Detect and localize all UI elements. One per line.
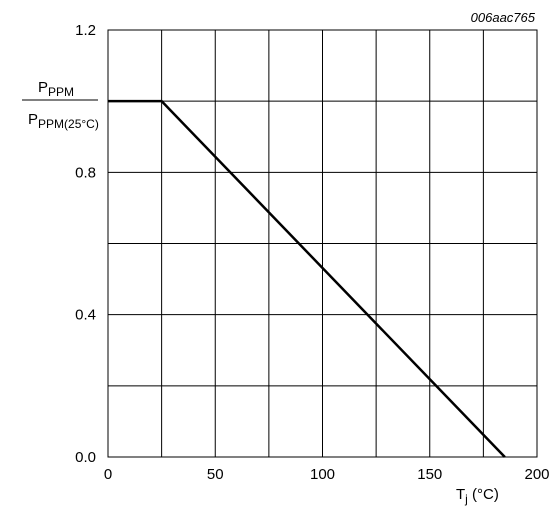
y-axis-label: PPPM PPPM(25°C) [22, 79, 99, 131]
grid [107, 29, 538, 458]
x-tick-label: 100 [310, 466, 335, 483]
y-tick-label: 1.2 [75, 22, 96, 39]
y-tick-labels: 0.0 0.4 0.8 1.2 [75, 22, 96, 466]
y-tick-label: 0.4 [75, 307, 96, 324]
x-tick-label: 200 [524, 466, 549, 483]
x-tick-labels: 0 50 100 150 200 [104, 466, 550, 483]
y-label-numerator: PPPM [38, 79, 74, 99]
y-label-denominator: PPPM(25°C) [28, 111, 99, 131]
y-tick-label: 0.0 [75, 449, 96, 466]
x-tick-label: 50 [207, 466, 224, 483]
x-axis-label: Tj (°C) [456, 486, 499, 506]
y-tick-label: 0.8 [75, 164, 96, 181]
x-tick-label: 0 [104, 466, 112, 483]
plot-frame [107, 29, 538, 458]
data-series [108, 99, 506, 458]
series-line [108, 99, 506, 458]
x-tick-label: 150 [417, 466, 442, 483]
figure-id: 006aac765 [471, 10, 536, 25]
